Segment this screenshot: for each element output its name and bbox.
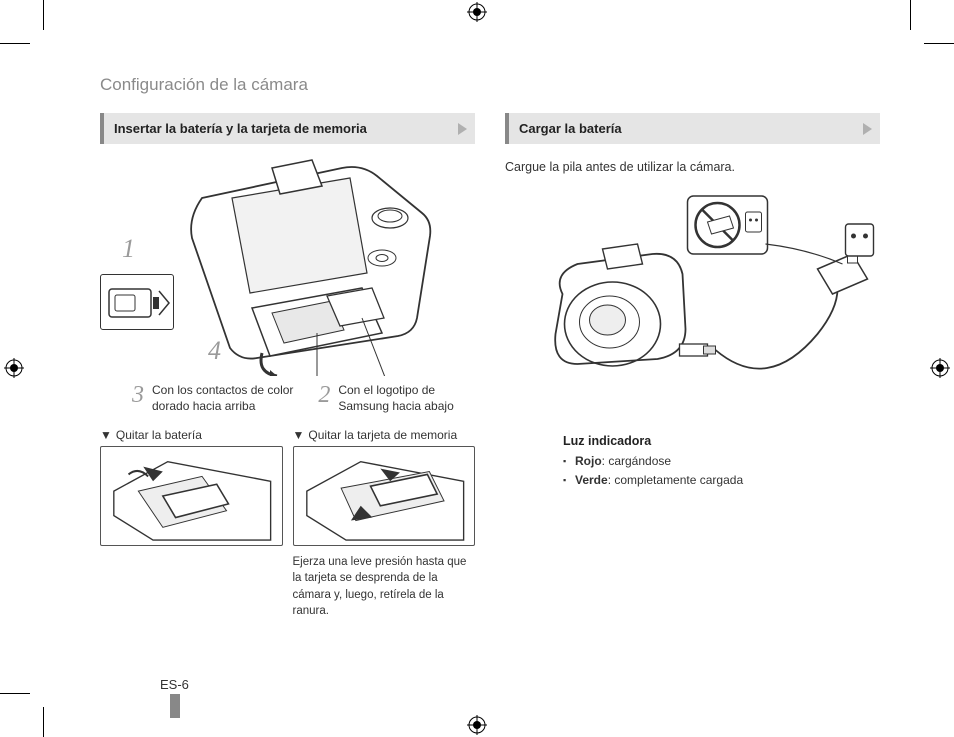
step-1-number: 1 <box>122 234 135 264</box>
heading-charge-text: Cargar la batería <box>519 121 622 136</box>
insert-illustration: 1 <box>100 158 475 376</box>
indicator-green-text: : completamente cargada <box>608 473 743 487</box>
section-title: Configuración de la cámara <box>100 75 880 95</box>
crop-mark <box>924 43 954 44</box>
charge-intro: Cargue la pila antes de utilizar la cáma… <box>505 158 880 176</box>
remove-card-label: Quitar la tarjeta de memoria <box>308 428 457 442</box>
crop-mark <box>910 0 911 30</box>
crop-mark <box>0 43 30 44</box>
left-column: Insertar la batería y la tarjeta de memo… <box>100 113 475 619</box>
step-2: 2 Con el logotipo de Samsung hacia abajo <box>318 382 475 414</box>
registration-mark-icon <box>467 2 487 22</box>
indicator-red-text: : cargándose <box>602 454 671 468</box>
chevron-right-icon <box>863 123 872 135</box>
remove-battery: ▼ Quitar la batería <box>100 428 283 618</box>
indicator-green-label: Verde <box>575 473 608 487</box>
indicator-title: Luz indicadora <box>563 434 880 448</box>
indicator-green: Verde: completamente cargada <box>563 471 880 490</box>
remove-battery-illustration <box>100 446 283 546</box>
remove-battery-label: Quitar la batería <box>116 428 202 442</box>
registration-mark-icon <box>467 715 487 735</box>
charge-illustration <box>505 194 880 404</box>
right-column: Cargar la batería Cargue la pila antes d… <box>505 113 880 619</box>
registration-mark-icon <box>930 358 950 378</box>
camera-back-illustration <box>162 158 452 376</box>
crop-mark <box>43 0 44 30</box>
remove-card-note: Ejerza una leve presión hasta que la tar… <box>293 554 476 618</box>
triangle-down-icon: ▼ <box>100 428 112 442</box>
indicator-red-label: Rojo <box>575 454 602 468</box>
step-2-text: Con el logotipo de Samsung hacia abajo <box>338 382 475 414</box>
page-number-bar <box>170 694 180 718</box>
heading-charge: Cargar la batería <box>505 113 880 144</box>
crop-mark <box>43 707 44 737</box>
heading-insert: Insertar la batería y la tarjeta de memo… <box>100 113 475 144</box>
indicator-red: Rojo: cargándose <box>563 452 880 471</box>
remove-card-illustration <box>293 446 476 546</box>
step-captions: 3 Con los contactos de color dorado haci… <box>100 382 475 414</box>
triangle-down-icon: ▼ <box>293 428 305 442</box>
step-3: 3 Con los contactos de color dorado haci… <box>132 382 304 414</box>
heading-insert-text: Insertar la batería y la tarjeta de memo… <box>114 121 367 136</box>
registration-mark-icon <box>4 358 24 378</box>
step-3-number: 3 <box>132 382 144 414</box>
page-number: ES-6 <box>160 677 189 692</box>
crop-mark <box>0 693 30 694</box>
chevron-right-icon <box>458 123 467 135</box>
indicator-light: Luz indicadora Rojo: cargándose Verde: c… <box>563 434 880 490</box>
step-3-text: Con los contactos de color dorado hacia … <box>152 382 304 414</box>
step-2-number: 2 <box>318 382 330 414</box>
remove-card: ▼Quitar la tarjeta de memoria Ejerza una… <box>293 428 476 618</box>
remove-row: ▼Quitar la batería ▼Quitar la tarjeta de… <box>100 428 475 618</box>
step-4-number: 4 <box>208 336 221 366</box>
